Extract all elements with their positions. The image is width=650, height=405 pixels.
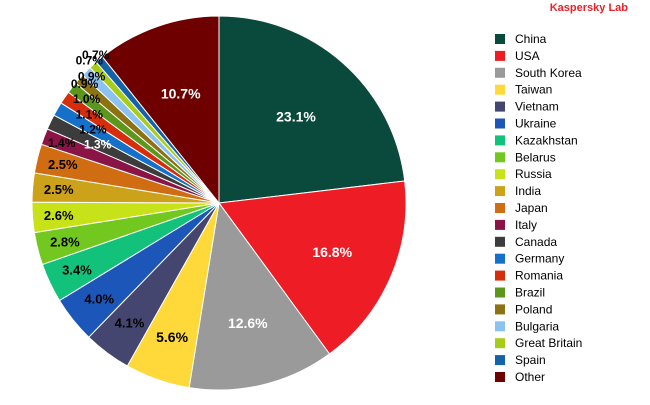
pie-labels: 23.1% 16.8% 12.6% 5.6% 4.1%4.0% 3.4% 2.8% 2.6% 2… — [44, 48, 353, 345]
legend-label-poland: Poland — [515, 302, 552, 316]
pie-label-germany: 1.2% — [79, 123, 107, 137]
legend-label-russia: Russia — [515, 167, 552, 181]
pie-slice-usa — [218, 180, 407, 355]
pie-label-usa: 16.8% — [312, 244, 352, 260]
pie-label-great-britain: 0.7% — [76, 54, 104, 68]
legend-swatch-usa — [495, 50, 505, 61]
pie-label-taiwan: 5.6% — [156, 329, 188, 345]
legend-swatch-italy — [495, 219, 505, 230]
legend-swatch-germany — [495, 253, 505, 264]
pie-label-south-korea: 12.6% — [228, 315, 268, 331]
legend-label-kazakhstan: Kazakhstan — [515, 133, 578, 147]
legend-swatch-canada — [495, 236, 505, 247]
legend-label-china: China — [515, 32, 547, 46]
pie-label-romania: 1.1% — [76, 107, 104, 121]
legend-label-taiwan: Taiwan — [515, 83, 552, 97]
pie-label-italy: 1.4% — [48, 136, 76, 150]
legend-swatch-spain — [495, 355, 505, 366]
pie-label-vietnam: 4.1% — [115, 315, 145, 330]
pie-slice-china — [218, 15, 406, 204]
legend-swatch-south-korea — [495, 67, 505, 78]
legend-swatch-great-britain — [495, 338, 505, 349]
legend-label-ukraine: Ukraine — [515, 117, 557, 131]
legend-swatch-poland — [495, 304, 505, 315]
legend-label-india: India — [515, 184, 541, 198]
legend-label-germany: Germany — [515, 252, 564, 266]
legend-label-usa: USA — [515, 49, 540, 63]
legend-swatch-romania — [495, 270, 505, 281]
pie-label-poland: 0.9% — [71, 77, 99, 91]
pie-label-bulgaria: 0.9% — [78, 70, 106, 84]
legend-label-italy: Italy — [515, 218, 537, 232]
pie-slice-south-korea — [188, 201, 331, 391]
legend-swatch-ukraine — [495, 118, 505, 129]
legend-label-bulgaria: Bulgaria — [515, 319, 559, 333]
legend-label-vietnam: Vietnam — [515, 100, 559, 114]
legend-label-spain: Spain — [515, 353, 546, 367]
pie-label-brazil: 1.0% — [73, 92, 101, 106]
legend-swatch-russia — [495, 169, 505, 180]
legend-label-canada: Canada — [515, 235, 557, 249]
pie-label-canada: 1.3% — [84, 138, 112, 152]
legend-swatch-japan — [495, 203, 505, 213]
pie-label-china: 23.1% — [276, 108, 316, 124]
legend-swatch-other — [495, 372, 505, 382]
legend-swatch-belarus — [495, 152, 505, 163]
pie-slices — [31, 15, 407, 391]
legend-label-romania: Romania — [515, 269, 563, 283]
legend-label-south-korea: South Korea — [515, 66, 582, 80]
legend-swatch-taiwan — [495, 84, 505, 95]
pie-label-belarus: 2.8% — [50, 234, 80, 249]
legend-swatch-brazil — [495, 287, 505, 298]
pie-label-kazakhstan: 3.4% — [62, 263, 92, 278]
pie-label-india: 2.5% — [44, 182, 74, 197]
pie-label-japan: 2.5% — [48, 157, 78, 172]
legend-label-belarus: Belarus — [515, 150, 556, 164]
pie-label-russia: 2.6% — [44, 208, 74, 223]
legend-label-brazil: Brazil — [515, 286, 545, 300]
legend-swatch-china — [495, 34, 505, 44]
legend-label-other: Other — [515, 370, 545, 384]
legend-label-great-britain: Great Britain — [515, 336, 582, 350]
brand-label: Kaspersky Lab — [549, 2, 628, 14]
pie-label-other: 10.7% — [161, 86, 201, 102]
pie-label-spain: 0.7% — [82, 48, 110, 62]
legend-swatch-bulgaria — [495, 321, 505, 332]
legend-swatch-kazakhstan — [495, 135, 505, 146]
pie-slice-other — [101, 15, 220, 205]
legend-swatch-india — [495, 186, 505, 197]
legend: China USA South Korea Taiwan Vietnam Ukraine K… — [495, 32, 582, 384]
legend-swatch-vietnam — [495, 101, 505, 112]
legend-label-japan: Japan — [515, 201, 548, 215]
pie-label-ukraine: 4.0% — [84, 291, 114, 306]
